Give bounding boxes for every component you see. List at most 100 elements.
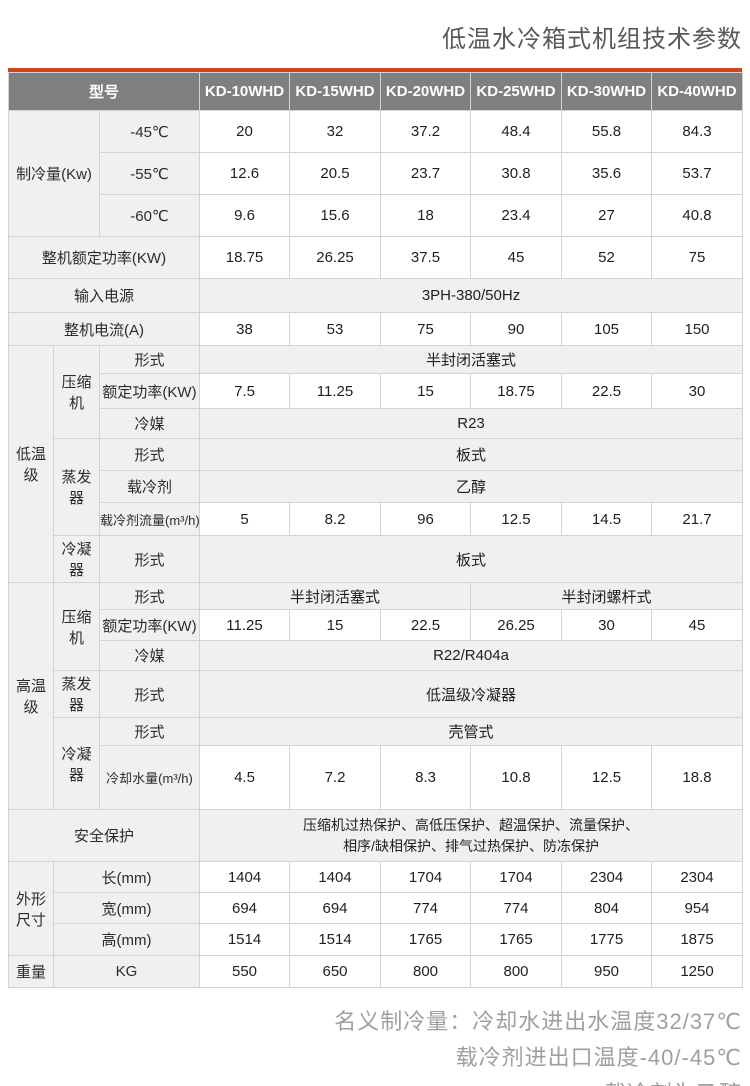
value-cell: 694 xyxy=(199,892,291,924)
value-cell: 1875 xyxy=(651,923,744,956)
value-cell: 18 xyxy=(380,194,472,237)
row-label-cell: 输入电源 xyxy=(7,278,201,313)
value-cell: 75 xyxy=(651,236,744,279)
row-label-cell: -60℃ xyxy=(98,194,201,237)
row-label-cell: 载冷剂流量(m³/h) xyxy=(98,502,201,536)
value-cell: 20.5 xyxy=(289,152,382,195)
row-label-cell: 形式 xyxy=(98,582,201,610)
value-cell: 1404 xyxy=(289,861,382,893)
model-header-cell: KD-20WHD xyxy=(380,72,472,111)
merged-value-cell: R22/R404a xyxy=(199,640,744,671)
table-row: 宽(mm) 694 694 774 774 804 954 xyxy=(9,892,744,924)
value-cell: 105 xyxy=(561,312,653,346)
table-row: 整机电流(A) 38 53 75 90 105 150 xyxy=(7,312,744,346)
value-cell: 650 xyxy=(289,955,382,988)
accent-line xyxy=(8,68,742,72)
value-cell: 15 xyxy=(289,609,382,641)
section-label-high-stage: 高温级 xyxy=(8,582,54,810)
value-cell: 23.7 xyxy=(380,152,472,195)
row-label-cell: 额定功率(KW) xyxy=(98,373,201,409)
model-header-cell: KD-25WHD xyxy=(470,72,563,111)
row-label-cell: 冷凝器 xyxy=(53,717,100,810)
row-label-cell: -45℃ xyxy=(98,110,201,153)
table-row: 载冷剂流量(m³/h) 5 8.2 96 12.5 14.5 21.7 xyxy=(9,502,744,536)
row-label-cell: 形式 xyxy=(98,535,201,583)
merged-value-cell: 3PH-380/50Hz xyxy=(199,278,744,313)
value-cell: 32 xyxy=(289,110,382,153)
row-label-cell: 压缩机 xyxy=(53,582,100,671)
row-label-cell: 整机电流(A) xyxy=(7,312,201,346)
merged-value-cell: 板式 xyxy=(199,535,744,583)
row-label-cell: 蒸发器 xyxy=(53,438,100,536)
value-cell: 22.5 xyxy=(380,609,472,641)
value-cell: 21.7 xyxy=(651,502,744,536)
model-header-cell: KD-15WHD xyxy=(289,72,382,111)
value-cell: 27 xyxy=(561,194,653,237)
value-cell: 774 xyxy=(380,892,472,924)
table-row: 重量 KG 550 650 800 800 950 1250 xyxy=(8,955,744,988)
table-row: 整机额定功率(KW) 18.75 26.25 37.5 45 52 75 xyxy=(7,236,744,279)
row-label-cell: 制冷量(Kw) xyxy=(8,110,100,237)
table-row: 外形尺寸 长(mm) 1404 1404 1704 1704 2304 2304 xyxy=(8,861,744,956)
footnote-line: 名义制冷量：冷却水进出水温度32/37℃ xyxy=(334,1009,742,1034)
value-cell: 5 xyxy=(199,502,291,536)
row-label-cell: 高(mm) xyxy=(52,923,201,956)
merged-value-cell: 乙醇 xyxy=(199,470,744,503)
value-cell: 8.3 xyxy=(380,745,472,810)
value-cell: 12.5 xyxy=(561,745,653,810)
value-cell: 954 xyxy=(651,892,744,924)
value-cell: 8.2 xyxy=(289,502,382,536)
merged-value-cell: 半封闭活塞式 xyxy=(199,345,744,374)
model-header-cell: KD-10WHD xyxy=(199,72,291,111)
section-label-dimensions: 外形尺寸 xyxy=(8,861,54,956)
value-cell: 1765 xyxy=(470,923,563,956)
footnotes: 名义制冷量：冷却水进出水温度32/37℃ 载冷剂进出口温度-40/-45℃ 载冷… xyxy=(8,1004,742,1086)
value-cell: 18.75 xyxy=(199,236,291,279)
value-cell: 53.7 xyxy=(651,152,744,195)
row-label-cell: 形式 xyxy=(98,345,201,374)
row-label-cell: 长(mm) xyxy=(52,861,201,893)
table-row: -55℃ 12.6 20.5 23.7 30.8 35.6 53.7 xyxy=(9,152,744,195)
value-cell: 20 xyxy=(199,110,291,153)
table-header-row: 型号 KD-10WHD KD-15WHD KD-20WHD KD-25WHD K… xyxy=(7,72,744,111)
value-cell: 1514 xyxy=(289,923,382,956)
row-label-cell: 冷媒 xyxy=(98,640,201,671)
value-cell: 26.25 xyxy=(470,609,563,641)
row-label-cell: 冷凝器 xyxy=(53,535,100,583)
row-label-cell: 形式 xyxy=(98,670,201,718)
value-cell: 1704 xyxy=(470,861,563,893)
table-row: 冷凝器 形式 板式 xyxy=(9,535,744,583)
table-row: 高温级 压缩机 形式 半封闭活塞式 半封闭螺杆式 xyxy=(8,582,744,810)
table-row: 蒸发器 形式 低温级冷凝器 xyxy=(9,670,744,718)
value-cell: 30 xyxy=(561,609,653,641)
value-cell: 15.6 xyxy=(289,194,382,237)
row-label-cell: 冷媒 xyxy=(98,408,201,439)
value-cell: 804 xyxy=(561,892,653,924)
value-cell: 45 xyxy=(651,609,744,641)
value-cell: 90 xyxy=(470,312,563,346)
value-cell: 52 xyxy=(561,236,653,279)
table-row: 冷媒 R22/R404a xyxy=(9,640,744,671)
value-cell: 23.4 xyxy=(470,194,563,237)
value-cell: 53 xyxy=(289,312,382,346)
row-label-cell: -55℃ xyxy=(98,152,201,195)
value-cell: 14.5 xyxy=(561,502,653,536)
value-cell: 15 xyxy=(380,373,472,409)
row-label-cell: 冷却水量(m³/h) xyxy=(98,745,201,810)
value-cell: 96 xyxy=(380,502,472,536)
value-cell: 30 xyxy=(651,373,744,409)
value-cell: 1404 xyxy=(199,861,291,893)
row-label-cell: KG xyxy=(52,955,201,988)
value-cell: 7.5 xyxy=(199,373,291,409)
value-cell: 30.8 xyxy=(470,152,563,195)
merged-value-cell: 压缩机过热保护、高低压保护、超温保护、流量保护、 相序/缺相保护、排气过热保护、… xyxy=(199,809,744,862)
table-row: -60℃ 9.6 15.6 18 23.4 27 40.8 xyxy=(9,194,744,237)
section-label-low-stage: 低温级 xyxy=(8,345,54,583)
value-cell: 150 xyxy=(651,312,744,346)
value-cell: 75 xyxy=(380,312,472,346)
table-row: 低温级 压缩机 形式 半封闭活塞式 xyxy=(8,345,744,583)
merged-value-cell: 低温级冷凝器 xyxy=(199,670,744,718)
table-row: 额定功率(KW) 11.25 15 22.5 26.25 30 45 xyxy=(9,609,744,641)
table-row: 蒸发器 形式 板式 xyxy=(9,438,744,536)
value-cell: 35.6 xyxy=(561,152,653,195)
